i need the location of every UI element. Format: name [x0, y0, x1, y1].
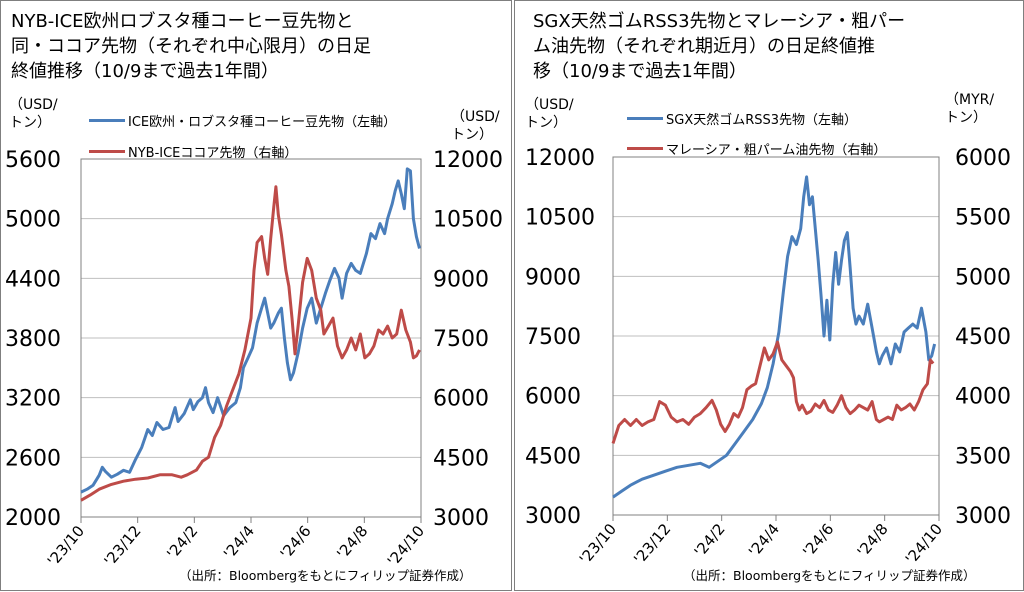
legend-label: ICE欧州・ロブスタ種コーヒー豆先物（左軸）: [128, 115, 397, 130]
right-tick-label: 3000: [433, 506, 489, 531]
chart-panel-coffee-cocoa: NYB-ICE欧州ロブスタ種コーヒー豆先物と 同・ココア先物（それぞれ中心限月）…: [0, 0, 512, 591]
left-tick-label: 2000: [5, 506, 61, 531]
source-note: （出所：Bloombergをもとにフィリップ証券作成）: [683, 568, 976, 583]
x-tick-label: '23/10: [576, 520, 620, 568]
legend-swatch: [627, 117, 663, 120]
legend-item-rubber: SGX天然ゴムRSS3先物（左軸）: [627, 109, 857, 128]
x-tick-label: '24/6: [799, 520, 837, 561]
x-tick-label: '24/4: [745, 520, 783, 561]
right-tick-label: 4500: [955, 325, 1011, 350]
legend-item-coffee: ICE欧州・ロブスタ種コーヒー豆先物（左軸）: [89, 111, 396, 130]
left-tick-label: 6000: [525, 385, 581, 410]
left-tick-label: 5600: [5, 148, 61, 173]
left-tick-label: 2600: [5, 446, 61, 471]
left-tick-label: 3200: [5, 387, 61, 412]
x-tick-label: '24/8: [333, 522, 371, 563]
left-tick-label: 5000: [5, 208, 61, 233]
x-tick-label: '24/4: [220, 522, 258, 563]
left-axis-unit: （USD/ トン）: [525, 97, 574, 131]
x-tick-label: '24/10: [384, 522, 428, 570]
left-tick-label: 3800: [5, 327, 61, 352]
right-tick-label: 6000: [955, 146, 1011, 171]
x-tick-label: '24/10: [902, 520, 946, 568]
legend-label: マレーシア・粗パーム油先物（右軸）: [666, 143, 887, 158]
chart-plot-area: 3000 4500 6000 7500 9000 10500 12000 3000 3500 40…: [525, 146, 1011, 568]
right-tick-label: 9000: [433, 267, 489, 292]
right-tick-label: 10500: [433, 208, 503, 233]
x-tick-label: '23/12: [101, 522, 145, 570]
chart-title: NYB-ICE欧州ロブスタ種コーヒー豆先物と 同・ココア先物（それぞれ中心限月）…: [11, 11, 371, 82]
right-tick-label: 5500: [955, 206, 1011, 231]
left-tick-label: 12000: [525, 146, 595, 171]
right-tick-label: 12000: [433, 148, 503, 173]
x-tick-label: '24/2: [691, 520, 729, 561]
left-tick-label: 10500: [525, 206, 595, 231]
left-tick-label: 3000: [525, 504, 581, 529]
legend-label: SGX天然ゴムRSS3先物（左軸）: [666, 113, 858, 128]
right-tick-label: 7500: [433, 327, 489, 352]
legend-swatch: [89, 119, 125, 122]
right-tick-label: 4500: [433, 446, 489, 471]
left-tick-label: 7500: [525, 325, 581, 350]
x-tick-label: '24/2: [163, 522, 201, 563]
legend-label: NYB-ICEココア先物（右軸）: [128, 146, 298, 161]
right-tick-label: 6000: [433, 387, 489, 412]
chart-plot-area: 2000 2600 3200 3800 4400 5000 5600 3000 4500 6000…: [5, 148, 503, 570]
right-axis-unit: （USD/ トン）: [451, 109, 500, 143]
source-note: （出所：Bloombergをもとにフィリップ証券作成）: [179, 568, 472, 583]
chart-panel-rubber-palmoil: SGX天然ゴムRSS3先物とマレーシア・粗パー ム油先物（それぞれ期近月）の日足…: [514, 0, 1024, 591]
legend-swatch: [627, 147, 663, 150]
left-tick-label: 4500: [525, 444, 581, 469]
legend-swatch: [89, 150, 125, 153]
x-tick-label: '24/8: [854, 520, 892, 561]
x-tick-label: '23/12: [630, 520, 674, 568]
right-tick-label: 3000: [955, 504, 1011, 529]
right-tick-label: 4000: [955, 385, 1011, 410]
series-line-right-axis: [611, 340, 935, 444]
series-line-left-axis: [612, 175, 937, 499]
right-axis-unit: （MYR/ トン）: [945, 92, 995, 126]
series-line-left-axis: [80, 167, 421, 494]
right-tick-label: 3500: [955, 444, 1011, 469]
series-line-right-axis: [80, 185, 421, 502]
legend-item-cocoa: NYB-ICEココア先物（右軸）: [89, 142, 297, 161]
chart-title: SGX天然ゴムRSS3先物とマレーシア・粗パー ム油先物（それぞれ期近月）の日足…: [533, 11, 906, 82]
left-tick-label: 9000: [525, 265, 581, 290]
left-axis-unit: （USD/ トン）: [9, 97, 58, 131]
x-tick-label: '24/6: [277, 522, 315, 563]
right-tick-label: 5000: [955, 265, 1011, 290]
left-tick-label: 4400: [5, 267, 61, 292]
legend-item-palmoil: マレーシア・粗パーム油先物（右軸）: [627, 139, 886, 158]
